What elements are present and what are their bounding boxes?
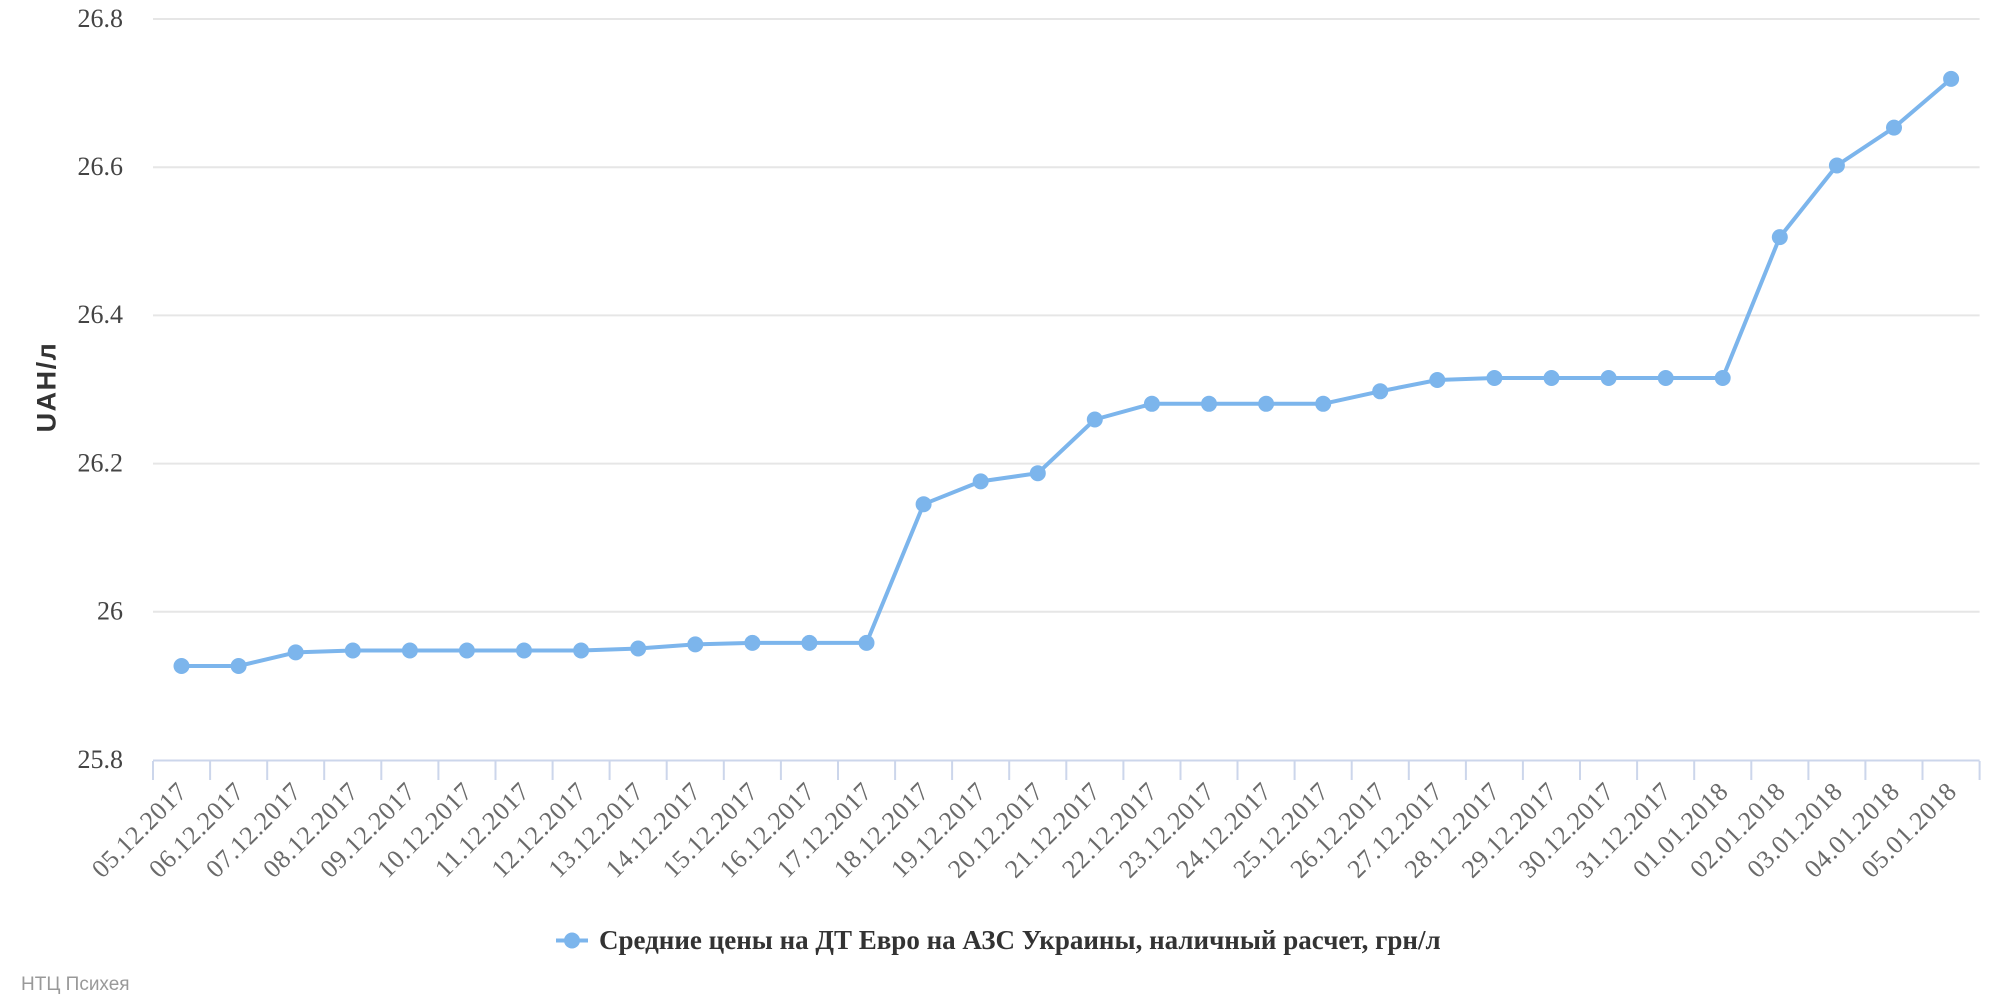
svg-text:25.8: 25.8 — [78, 745, 124, 774]
svg-text:26.2: 26.2 — [78, 448, 124, 477]
svg-text:26.6: 26.6 — [78, 152, 124, 181]
svg-text:26: 26 — [97, 597, 123, 626]
svg-text:НТЦ Психея: НТЦ Психея — [21, 974, 130, 995]
svg-text:Средние цены на ДТ Евро на АЗС: Средние цены на ДТ Евро на АЗС Украины, … — [599, 925, 1441, 955]
svg-text:UAH/л: UAH/л — [32, 342, 62, 433]
svg-text:26.8: 26.8 — [78, 4, 124, 33]
svg-text:26.4: 26.4 — [78, 300, 124, 329]
